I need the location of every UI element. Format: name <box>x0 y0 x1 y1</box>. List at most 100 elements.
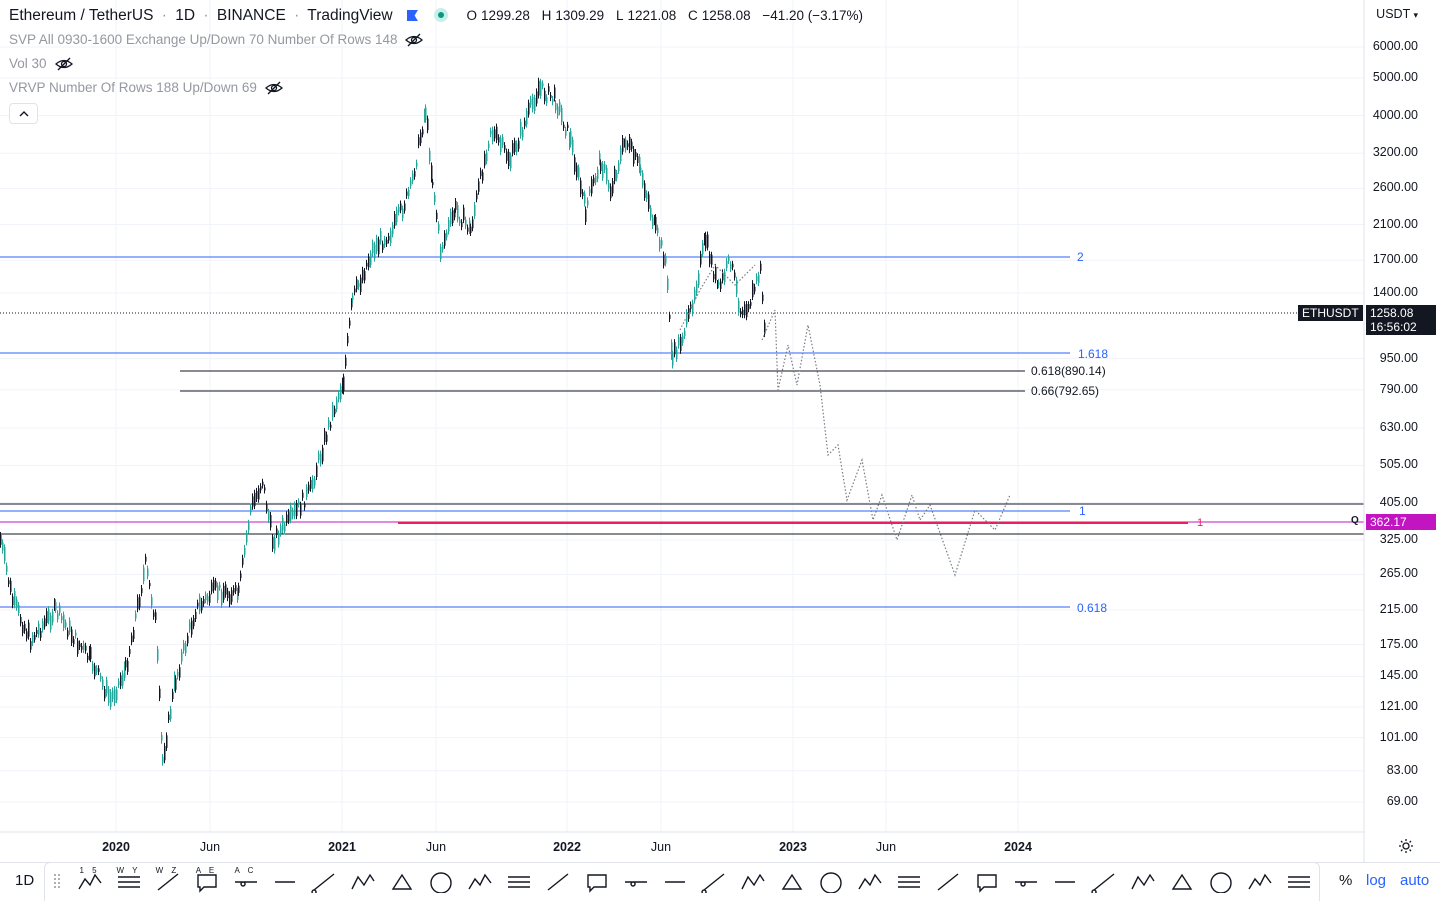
candle-body <box>32 635 34 643</box>
log-scale-button[interactable]: log <box>1366 872 1387 889</box>
candle-body <box>454 211 456 218</box>
forecast-path[interactable] <box>679 264 756 331</box>
gear-icon[interactable] <box>1398 838 1414 854</box>
drag-handle-icon[interactable] <box>53 873 61 889</box>
candle-body <box>10 580 12 592</box>
candle-body <box>8 580 10 585</box>
fib-timezone-icon[interactable] <box>811 865 850 899</box>
callout-icon[interactable] <box>382 865 421 899</box>
forecast-path[interactable] <box>761 309 1011 577</box>
candle-body <box>470 226 472 234</box>
candle-body <box>342 380 344 391</box>
elliott-correction-icon[interactable]: A E <box>187 865 226 899</box>
candle-body <box>657 227 659 234</box>
candle-body <box>270 515 272 528</box>
flag-icon[interactable] <box>406 10 418 21</box>
candle-body <box>110 692 112 707</box>
measure-icon[interactable] <box>1045 865 1084 899</box>
schiff-pitchfork-icon[interactable] <box>655 865 694 899</box>
candle-body <box>682 335 684 343</box>
indicator-vol[interactable]: Vol 30 <box>9 56 73 71</box>
tool-row: 1 5 W Y W Z A E A C <box>70 865 1318 899</box>
hidden-eye-icon[interactable] <box>405 33 424 47</box>
candle-body <box>141 588 143 594</box>
candle-body <box>486 152 488 162</box>
candle-body <box>742 309 744 316</box>
triangle-pattern-icon[interactable] <box>577 865 616 899</box>
percent-scale-button[interactable]: % <box>1339 872 1353 889</box>
candle-body <box>667 278 669 291</box>
eraser-icon[interactable] <box>1006 865 1045 899</box>
tool-caption: 1 5 <box>79 866 100 875</box>
fib-retracement-icon[interactable] <box>304 865 343 899</box>
alert-marker[interactable]: Q <box>1351 515 1359 526</box>
candle-body <box>606 167 608 182</box>
collapse-legend-button[interactable] <box>9 103 38 124</box>
indicator-vrvp[interactable]: VRVP Number Of Rows 188 Up/Down 69 <box>9 80 283 95</box>
fan-icon[interactable] <box>850 865 889 899</box>
candles-icon[interactable] <box>1123 865 1162 899</box>
auto-scale-button[interactable]: auto <box>1400 872 1430 889</box>
tool-glyph <box>157 873 178 891</box>
drawing-lines[interactable] <box>0 256 1364 608</box>
indicator-svp[interactable]: SVP All 0930-1600 Exchange Up/Down 70 Nu… <box>9 32 424 47</box>
parallel-channel-icon[interactable] <box>694 865 733 899</box>
chart-canvas[interactable] <box>0 0 1440 862</box>
candle-body <box>229 594 231 605</box>
high-value: 1309.29 <box>555 8 605 23</box>
angle-icon[interactable] <box>967 865 1006 899</box>
interval-button[interactable]: 1D <box>15 872 35 889</box>
candle-body <box>546 97 548 104</box>
rectangle-icon[interactable] <box>772 865 811 899</box>
symbol-name[interactable]: Ethereum / TetherUS <box>9 7 154 24</box>
candle-body <box>382 243 384 250</box>
fib-circles-icon[interactable] <box>733 865 772 899</box>
candle-body <box>633 148 635 164</box>
path-icon[interactable] <box>928 865 967 899</box>
candle-body <box>582 192 584 197</box>
candle-body <box>736 279 738 295</box>
ellipse-icon[interactable] <box>1240 865 1279 899</box>
candle-body <box>625 139 627 150</box>
horizontal-line-icon[interactable] <box>460 865 499 899</box>
candle-body <box>296 503 298 517</box>
tool-glyph <box>624 881 647 887</box>
candle-body <box>576 165 578 178</box>
candle-body <box>213 579 215 591</box>
market-status-icon[interactable] <box>434 8 449 22</box>
candle-body <box>201 600 203 611</box>
elliott-impulse-icon[interactable]: 1 5 <box>70 865 109 899</box>
pitchfork-icon[interactable] <box>616 865 655 899</box>
price-tick-label: 69.00 <box>1386 794 1418 808</box>
curve-icon[interactable] <box>1201 865 1240 899</box>
elliott-double-icon[interactable]: W Z <box>148 865 187 899</box>
gann-box-icon[interactable] <box>1162 865 1201 899</box>
elliott-triple-icon[interactable]: W Y <box>109 865 148 899</box>
elliott-abc-icon[interactable]: A C <box>226 865 265 899</box>
currency-selector[interactable]: USDT ▾ <box>1376 7 1418 21</box>
candle-body <box>463 207 465 221</box>
pattern-icon[interactable] <box>538 865 577 899</box>
candle-body <box>211 582 213 592</box>
projection-path[interactable] <box>679 264 1011 577</box>
hidden-eye-icon[interactable] <box>264 81 283 95</box>
candle-body <box>718 281 720 286</box>
candle-body <box>262 481 264 486</box>
hidden-eye-icon[interactable] <box>54 57 73 71</box>
symbol-interval[interactable]: 1D <box>175 7 196 24</box>
candle-body <box>332 404 334 418</box>
candle-body <box>425 107 427 120</box>
candle-body <box>374 244 376 259</box>
time-tick-label: 2023 <box>779 840 807 854</box>
trend-line-icon[interactable] <box>343 865 382 899</box>
candle-body <box>61 616 63 621</box>
alert-price-tag[interactable]: 362.17 <box>1366 514 1436 530</box>
xabcd-icon[interactable] <box>1279 865 1318 899</box>
long-position-icon[interactable] <box>1084 865 1123 899</box>
ray-icon[interactable] <box>499 865 538 899</box>
candle-body <box>591 179 593 194</box>
fib-channel-icon[interactable] <box>265 865 304 899</box>
tool-glyph <box>117 876 140 888</box>
brush-icon[interactable] <box>889 865 928 899</box>
horizontal-ray-icon[interactable] <box>421 865 460 899</box>
